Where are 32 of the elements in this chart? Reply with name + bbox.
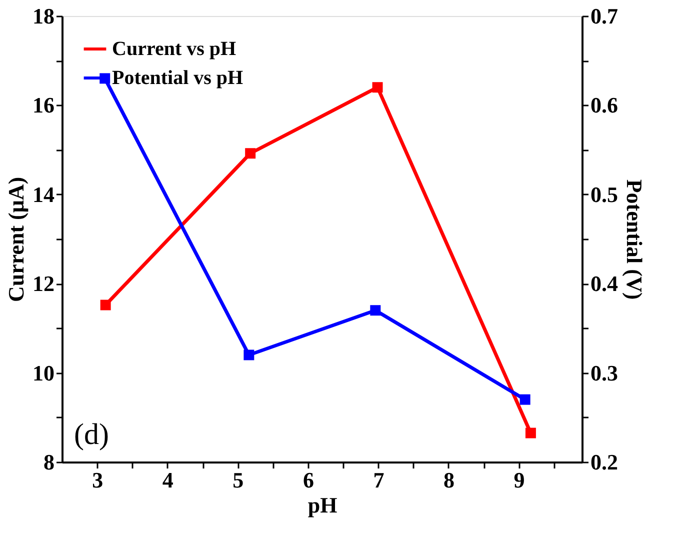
y-tick-label: 14 xyxy=(32,182,54,207)
y-tick-label: 8 xyxy=(44,450,54,474)
annotation: (d) xyxy=(74,418,109,451)
x-tick-label: 7 xyxy=(373,468,384,492)
y2-tick-label: 0.7 xyxy=(590,4,618,28)
point xyxy=(372,82,383,93)
x-tick-label: 9 xyxy=(514,468,525,492)
y2-axis-title: Potential (V) xyxy=(622,179,647,300)
y-tick-label: 10 xyxy=(32,360,54,386)
y2-tick-label: 0.4 xyxy=(590,271,618,296)
point xyxy=(520,394,530,405)
y2-tick-label: 0.6 xyxy=(590,92,618,118)
y2-tick-label: 0.5 xyxy=(590,182,618,207)
y-tick-label: 18 xyxy=(32,4,54,28)
y2-tick-label: 0.3 xyxy=(590,360,618,386)
x-tick-label: 6 xyxy=(302,468,314,492)
legend-label: Potential vs pH xyxy=(112,67,244,89)
x-axis-title: pH xyxy=(308,492,338,518)
x-tick-label: 5 xyxy=(232,468,244,492)
point xyxy=(100,300,111,310)
x-tick-label: 3 xyxy=(92,468,104,492)
y-tick-label: 12 xyxy=(32,271,54,296)
legend-label: Current vs pH xyxy=(112,38,237,60)
y-axis-title: Current (μA) xyxy=(4,176,28,302)
point xyxy=(370,305,381,316)
point xyxy=(525,428,536,438)
x-tick-label: 8 xyxy=(443,468,454,492)
x-tick-label: 4 xyxy=(162,468,174,492)
y2-tick-label: 0.2 xyxy=(590,450,618,474)
y-tick-label: 16 xyxy=(32,92,54,118)
point xyxy=(244,350,254,360)
point xyxy=(245,148,256,159)
